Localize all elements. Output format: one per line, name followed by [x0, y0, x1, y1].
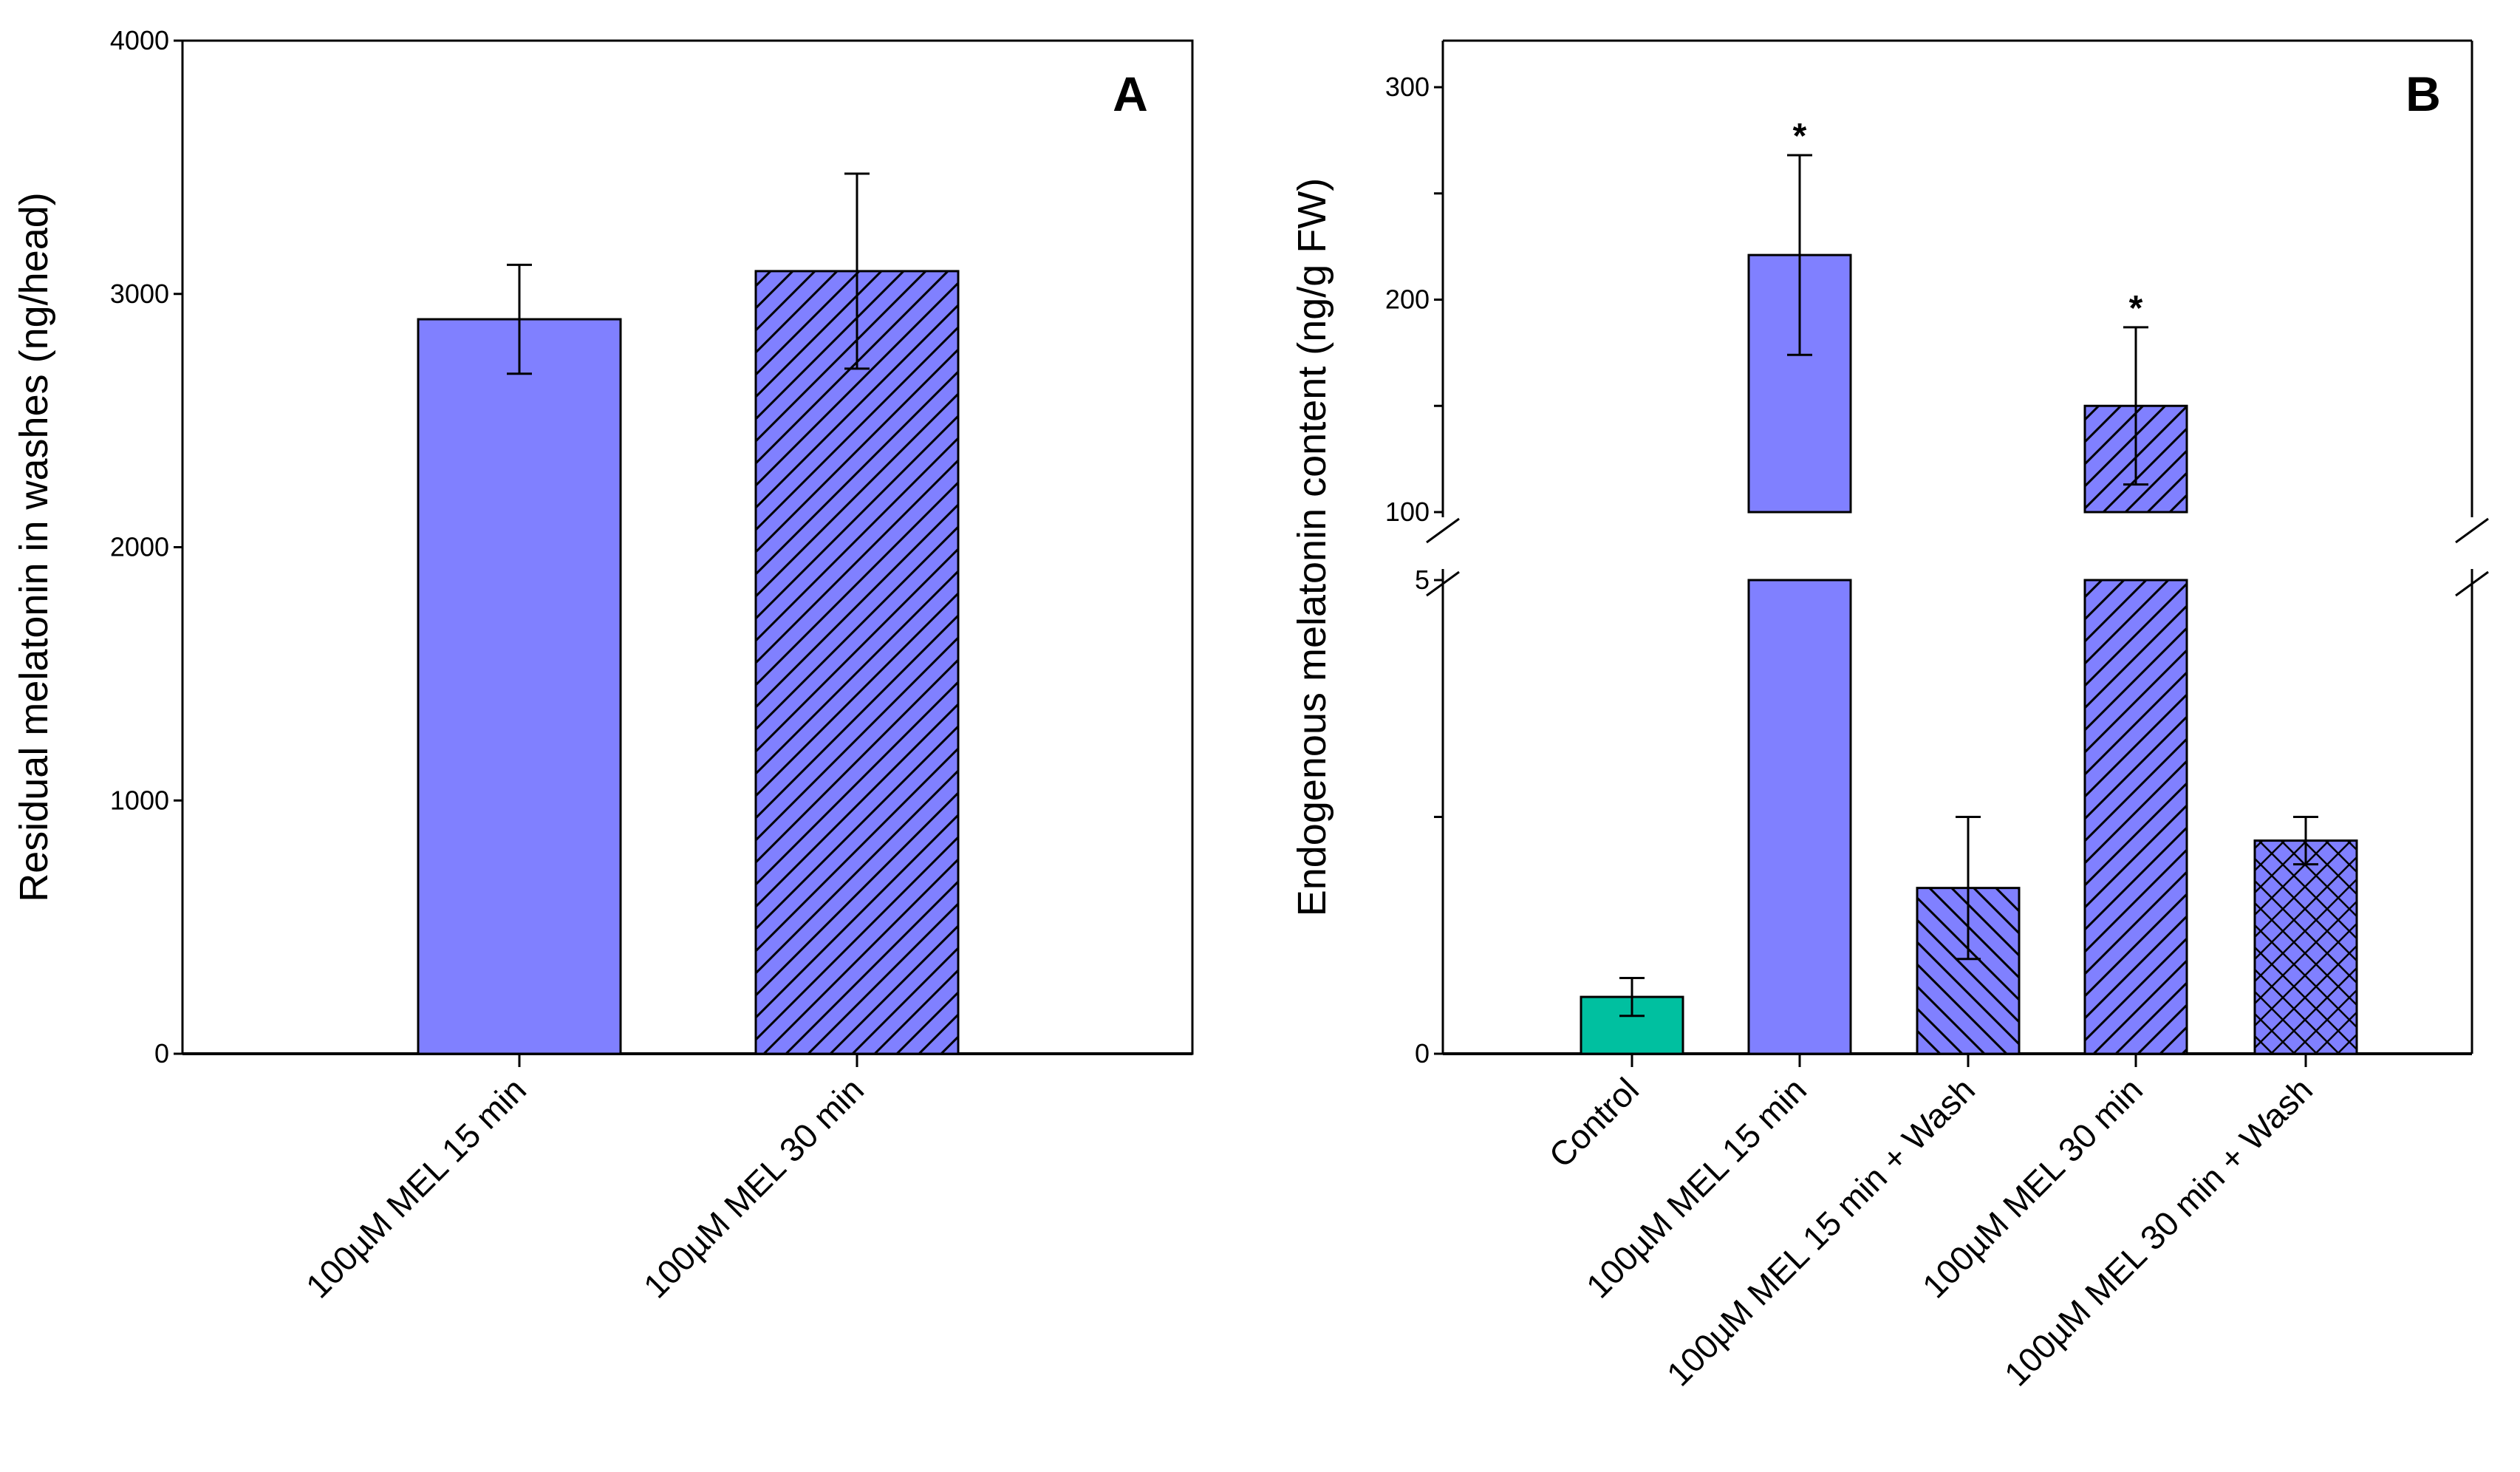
y-tick-label: 2000 [110, 532, 169, 562]
bar [2253, 839, 2358, 1055]
x-tick-label: 100µM MEL 15 min + Wash [1659, 1070, 1982, 1393]
x-tick-label: Control [1541, 1070, 1646, 1175]
y-tick-label: 4000 [110, 25, 169, 55]
panel-a: 0 1000 2000 3000 4000 Residual melatonin in w… [12, 25, 1194, 1306]
bar [754, 270, 960, 1055]
x-tick-label: 100µM MEL 30 min + Wash [1997, 1070, 2320, 1393]
significance-marker: * [2129, 289, 2143, 328]
plot-frame [181, 39, 1194, 1055]
y-tick-label: 300 [1385, 72, 1430, 102]
y-tick-label: 1000 [110, 785, 169, 815]
axis-break-mark [2455, 517, 2489, 544]
x-tick-label: 100µM MEL 15 min [298, 1070, 533, 1305]
y-axis-title: Residual melatonin in washes (ng/head) [12, 192, 56, 902]
panel-label: A [1113, 67, 1148, 121]
axis-break-mark [1426, 570, 1460, 597]
y-tick-label: 3000 [110, 279, 169, 309]
y-tick-label: 100 [1385, 497, 1430, 527]
bar [417, 318, 622, 1055]
y-axis-title: Endogenous melatonin content (ng/g FW) [1290, 178, 1334, 917]
panel-label: B [2405, 67, 2441, 121]
bar-lower-segment [2083, 579, 2188, 1055]
y-tick-label: 0 [1415, 1038, 1430, 1069]
significance-marker: * [1793, 117, 1807, 156]
y-tick-label: 5 [1415, 565, 1430, 595]
axis-break-mark [2455, 570, 2489, 597]
y-tick-label: 0 [154, 1038, 169, 1069]
x-tick-label: 100µM MEL 30 min [636, 1070, 871, 1305]
panel-b: 0 5 100 200 300 Endogenous melatonin content … [1290, 39, 2489, 1394]
bar-lower-segment [1747, 579, 1852, 1055]
y-tick-label: 200 [1385, 284, 1430, 315]
axis-break-mark [1426, 517, 1460, 544]
